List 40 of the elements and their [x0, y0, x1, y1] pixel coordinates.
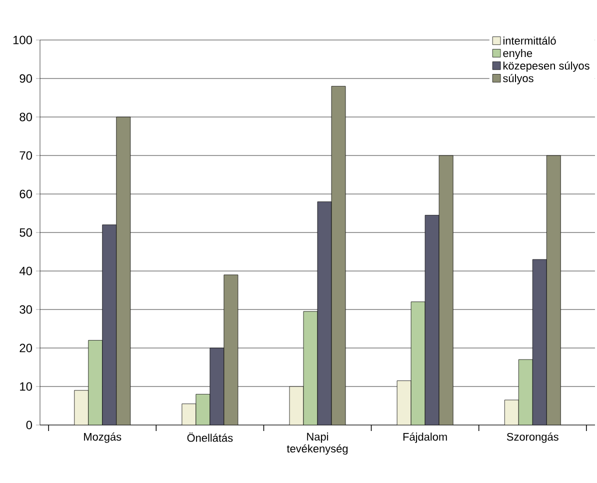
- y-tick-label: 100: [13, 36, 32, 44]
- y-tick-label: 20: [20, 344, 32, 352]
- y-tick-label: 70: [20, 151, 32, 160]
- x-tick-label: Mozgás: [84, 432, 122, 443]
- legend-label: intermittáló: [503, 36, 556, 45]
- x-tick-label: Fájdalom: [403, 432, 447, 443]
- bar: [289, 386, 304, 425]
- bar: [438, 155, 454, 425]
- bar: [182, 404, 196, 425]
- bar: [518, 359, 533, 425]
- bar: [331, 86, 346, 425]
- bar: [116, 116, 131, 425]
- bar: [224, 274, 238, 425]
- bar: [74, 390, 89, 425]
- bar: [410, 302, 426, 425]
- bar: [303, 311, 318, 425]
- y-tick-label: 50: [20, 228, 32, 237]
- y-tick-label: 10: [20, 382, 32, 391]
- y-tick-label: 40: [19, 266, 32, 276]
- y-tick-label: 0: [26, 420, 32, 430]
- bar: [504, 400, 519, 425]
- bar: [102, 224, 117, 425]
- bar: [196, 394, 210, 425]
- bar: [317, 202, 332, 425]
- x-tick-label: Önellátás: [187, 432, 233, 442]
- bar: [546, 155, 561, 425]
- y-tick-label: 90: [20, 74, 32, 83]
- legend-label: közepesen súlyos: [503, 61, 590, 72]
- legend-label: súlyos: [503, 74, 534, 84]
- bar: [532, 259, 547, 425]
- bar: [88, 340, 103, 425]
- bar: [210, 348, 224, 425]
- legend-label: enyhe: [503, 49, 532, 60]
- x-tick-label: Szorongás: [506, 432, 558, 443]
- bar: [424, 214, 440, 425]
- x-tick-label: Napi tevékenység: [286, 432, 348, 455]
- bar: [396, 380, 412, 425]
- y-tick-label: 30: [20, 305, 32, 314]
- y-tick-label: 80: [20, 112, 32, 122]
- y-tick-label: 60: [20, 190, 32, 198]
